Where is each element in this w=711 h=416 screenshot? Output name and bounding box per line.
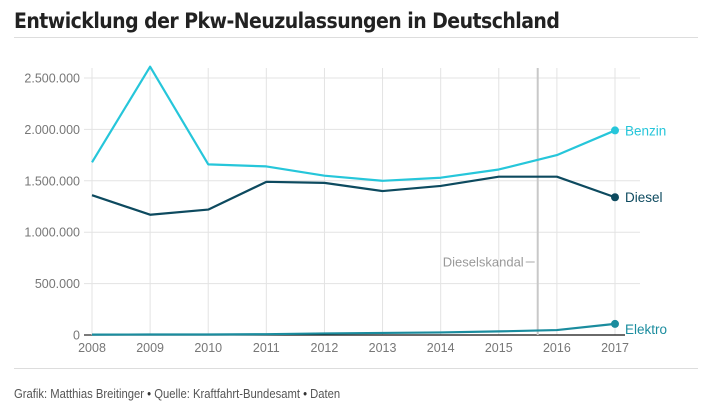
series-endpoint-diesel — [611, 193, 619, 202]
series-label-elektro: Elektro — [625, 322, 667, 337]
x-tick-label: 2012 — [311, 341, 339, 355]
grafik-credit: Grafik: Matthias Breitinger — [14, 387, 145, 401]
quelle-link[interactable]: Kraftfahrt-Bundesamt — [193, 387, 300, 401]
series-line-benzin — [91, 65, 616, 182]
daten-link[interactable]: Daten — [310, 387, 341, 401]
y-tick-label: 0 — [73, 329, 80, 343]
y-tick-label: 2.000.000 — [24, 123, 80, 137]
y-tick-label: 2.500.000 — [24, 72, 80, 86]
y-tick-label: 1.000.000 — [24, 226, 80, 240]
y-tick-label: 500.000 — [35, 277, 80, 291]
series-labels: Benzin Diesel Elektro — [625, 123, 667, 336]
dieselskandal-label: Dieselskandal — [443, 255, 524, 270]
title-divider — [14, 37, 698, 38]
x-tick-label: 2013 — [369, 341, 397, 355]
x-tick-label: 2016 — [543, 341, 571, 355]
series-label-diesel: Diesel — [625, 190, 663, 205]
x-tick-label: 2011 — [253, 341, 280, 355]
series-line-diesel — [91, 175, 616, 216]
footer-credits: Grafik: Matthias Breitinger • Quelle: Kr… — [14, 387, 340, 401]
x-tick-label: 2015 — [485, 341, 513, 355]
line-chart: 0 500.000 1.000.000 1.500.000 2.000.000 2.500… — [24, 65, 667, 355]
page-title: Entwicklung der Pkw-Neuzulassungen in De… — [14, 9, 560, 33]
separator: • — [144, 387, 155, 401]
series-label-benzin: Benzin — [625, 123, 666, 138]
separator: • — [299, 387, 311, 401]
series-endpoint-benzin — [611, 126, 619, 135]
quelle-prefix: Quelle: — [154, 387, 194, 401]
footer-divider — [14, 368, 698, 369]
series-lines — [91, 65, 619, 336]
x-tick-label: 2017 — [601, 341, 629, 355]
x-tick-label: 2010 — [194, 341, 222, 355]
annotations: Dieselskandal — [443, 68, 539, 335]
y-axis-ticks: 0 500.000 1.000.000 1.500.000 2.000.000 2.500… — [24, 72, 80, 343]
x-tick-label: 2014 — [427, 341, 455, 355]
grid-lines — [84, 68, 640, 336]
x-tick-label: 2009 — [136, 341, 164, 355]
x-axis-ticks: 2008 2009 2010 2011 2012 2013 2014 2015 2016 2017 — [78, 341, 629, 355]
series-endpoint-elektro — [611, 319, 619, 328]
y-tick-label: 1.500.000 — [24, 174, 80, 188]
x-tick-label: 2008 — [78, 341, 106, 355]
series-line-elektro — [91, 322, 616, 336]
